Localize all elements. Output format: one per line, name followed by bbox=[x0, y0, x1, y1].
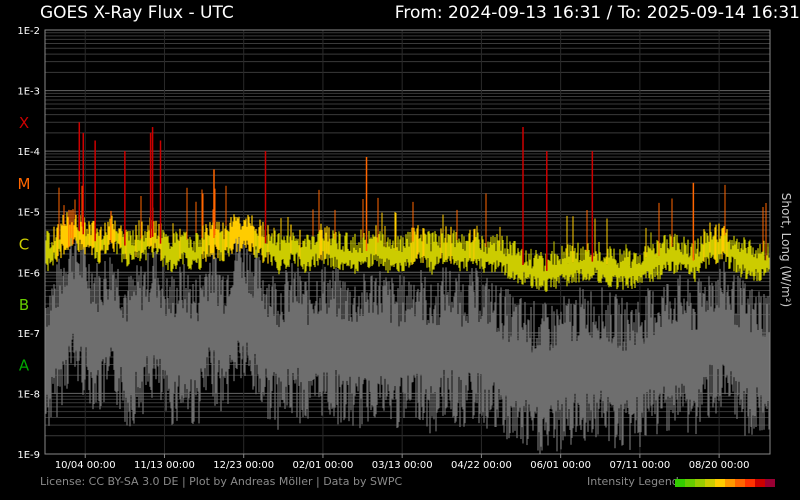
x-tick-label: 11/13 00:00 bbox=[134, 460, 195, 471]
legend-swatch bbox=[675, 479, 685, 487]
y-tick-label: 1E-7 bbox=[17, 329, 40, 340]
plot-frame bbox=[44, 29, 771, 455]
x-tick-label: 10/04 00:00 bbox=[55, 460, 116, 471]
legend-swatch bbox=[705, 479, 715, 487]
intensity-legend-label: Intensity Legend bbox=[587, 475, 679, 488]
y-tick-label: 1E-4 bbox=[17, 147, 40, 158]
legend-swatch bbox=[765, 479, 775, 487]
legend-swatch bbox=[735, 479, 745, 487]
date-range: From: 2024-09-13 16:31 / To: 2025-09-14 … bbox=[394, 3, 800, 23]
legend-swatch bbox=[685, 479, 695, 487]
y-tick-label: 1E-3 bbox=[17, 87, 40, 98]
x-tick-label: 08/20 00:00 bbox=[689, 460, 750, 471]
legend-swatch bbox=[745, 479, 755, 487]
legend-swatch bbox=[715, 479, 725, 487]
legend-swatch bbox=[755, 479, 765, 487]
x-tick-label: 12/23 00:00 bbox=[213, 460, 274, 471]
flare-class-c: C bbox=[19, 235, 29, 253]
x-tick-label: 03/13 00:00 bbox=[372, 460, 433, 471]
flare-class-b: B bbox=[19, 296, 29, 314]
x-tick-label: 07/11 00:00 bbox=[609, 460, 670, 471]
legend-swatch bbox=[695, 479, 705, 487]
y-tick-label: 1E-5 bbox=[17, 208, 40, 219]
flare-class-m: M bbox=[18, 175, 31, 193]
flare-class-a: A bbox=[19, 357, 30, 375]
y-tick-label: 1E-8 bbox=[17, 389, 40, 400]
y-tick-label: 1E-9 bbox=[17, 450, 40, 461]
y-tick-label: 1E-2 bbox=[17, 26, 40, 37]
flare-class-x: X bbox=[19, 114, 29, 132]
legend-swatch bbox=[725, 479, 735, 487]
chart-title: GOES X-Ray Flux - UTC bbox=[40, 3, 234, 23]
y-axis-label: Short, Long (W/m²) bbox=[779, 193, 793, 307]
license-text: License: CC BY-SA 3.0 DE | Plot by Andre… bbox=[40, 475, 403, 488]
x-tick-label: 06/01 00:00 bbox=[530, 460, 591, 471]
x-tick-label: 02/01 00:00 bbox=[293, 460, 354, 471]
x-tick-label: 04/22 00:00 bbox=[451, 460, 512, 471]
y-tick-label: 1E-6 bbox=[17, 268, 40, 279]
intensity-legend-bar bbox=[675, 479, 775, 487]
